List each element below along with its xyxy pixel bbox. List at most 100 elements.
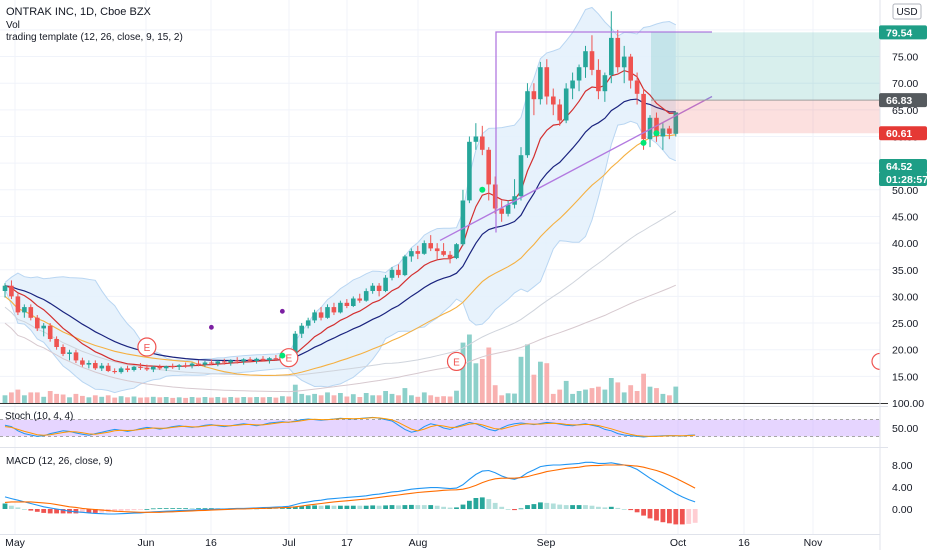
volume-bar xyxy=(34,392,40,403)
macd-histogram-bar xyxy=(305,505,311,509)
volume-bar xyxy=(221,397,227,403)
macd-histogram-bar xyxy=(621,509,627,510)
candle xyxy=(673,112,679,134)
time-tick-label: 16 xyxy=(738,537,750,549)
volume-bar xyxy=(409,395,414,403)
volume-bar xyxy=(654,388,659,403)
macd-histogram-bar xyxy=(2,503,8,509)
time-tick-label: Aug xyxy=(409,537,428,549)
macd-histogram-bar xyxy=(557,504,563,509)
price-badge-label: 66.83 xyxy=(886,95,912,107)
volume-bar xyxy=(557,389,563,403)
macd-histogram-bar xyxy=(654,509,659,521)
macd-histogram-bar xyxy=(492,502,498,509)
macd-histogram-bar xyxy=(34,509,40,512)
macd-histogram-bar xyxy=(454,507,459,509)
volume-bar xyxy=(247,397,253,403)
volume-bar xyxy=(479,359,485,403)
macd-histogram-bar xyxy=(467,500,472,510)
macd-histogram-bar xyxy=(28,509,34,511)
macd-histogram-bar xyxy=(479,497,485,509)
volume-bar xyxy=(615,382,621,403)
macd-histogram-bar xyxy=(447,507,453,509)
candle xyxy=(596,69,601,92)
candle xyxy=(454,244,459,259)
volume-bar xyxy=(357,397,363,403)
macd-histogram-bar xyxy=(357,505,363,509)
volume-bar xyxy=(125,397,130,403)
macd-histogram-bar xyxy=(634,509,640,513)
sma-50-line xyxy=(4,134,676,377)
candle xyxy=(538,67,543,100)
volume-bar xyxy=(138,397,143,403)
volume-bar xyxy=(292,384,298,403)
candle xyxy=(35,317,40,329)
candle xyxy=(318,312,324,318)
macd-histogram-bar xyxy=(486,499,492,509)
price-tick-label: 30.00 xyxy=(892,291,918,303)
macd-histogram-bar xyxy=(608,506,614,509)
signal-dot xyxy=(653,130,660,137)
candle xyxy=(73,352,79,361)
candle xyxy=(170,366,175,368)
volume-bar xyxy=(634,391,640,403)
macd-histogram-bar xyxy=(441,506,446,509)
volume-bar xyxy=(41,396,47,403)
macd-signal-line xyxy=(4,464,696,513)
volume-bar xyxy=(92,395,98,403)
volume-bar xyxy=(499,395,505,403)
macd-histogram-bar xyxy=(550,503,556,509)
volume-bar xyxy=(396,395,401,403)
candle xyxy=(331,307,337,313)
macd-histogram-bar xyxy=(73,509,79,514)
price-badge-label: 64.52 xyxy=(886,161,912,173)
volume-bar xyxy=(363,393,369,403)
candle xyxy=(2,285,8,291)
stoch-pane[interactable] xyxy=(0,416,880,438)
range-line xyxy=(495,31,712,233)
sma-100-line xyxy=(4,210,677,377)
candle xyxy=(241,359,246,362)
macd-histogram-bar xyxy=(183,508,188,509)
price-pane[interactable]: E E E xyxy=(2,6,888,404)
volume-bar xyxy=(150,396,156,403)
candle xyxy=(93,363,98,369)
macd-histogram-bar xyxy=(99,509,105,513)
volume-bar xyxy=(389,393,395,403)
price-tick-label: 15.00 xyxy=(892,371,918,383)
time-tick-label: May xyxy=(5,537,26,549)
candle xyxy=(325,307,330,318)
macd-histogram-bar xyxy=(596,506,601,509)
macd-histogram-bar xyxy=(673,509,679,525)
macd-pane[interactable] xyxy=(2,461,698,525)
candle xyxy=(222,361,227,363)
candle xyxy=(105,365,111,371)
volume-bar xyxy=(163,397,169,403)
macd-histogram-bar xyxy=(318,505,324,509)
macd-histogram-bar xyxy=(131,509,137,511)
price-tick-label: 45.00 xyxy=(892,211,918,223)
earnings-marker xyxy=(446,351,467,372)
ema-slow-line xyxy=(4,98,676,362)
candle xyxy=(467,141,472,201)
volume-bar xyxy=(447,396,453,403)
macd-histogram-bar xyxy=(518,508,524,510)
candle xyxy=(499,208,504,214)
volume-bar xyxy=(467,334,472,403)
signal-dot xyxy=(479,186,486,193)
price-tick-label: 75.00 xyxy=(892,52,918,64)
stoch-band xyxy=(0,419,880,437)
macd-histogram-bar xyxy=(196,508,201,509)
volume-bar xyxy=(641,373,646,403)
volume-bar xyxy=(15,389,21,403)
sma-200-line xyxy=(4,284,677,393)
candle xyxy=(15,296,21,313)
volume-bar xyxy=(370,395,376,403)
candle xyxy=(228,360,233,363)
currency-button[interactable] xyxy=(892,3,922,20)
candle xyxy=(176,365,182,367)
volume-bar xyxy=(28,392,34,403)
